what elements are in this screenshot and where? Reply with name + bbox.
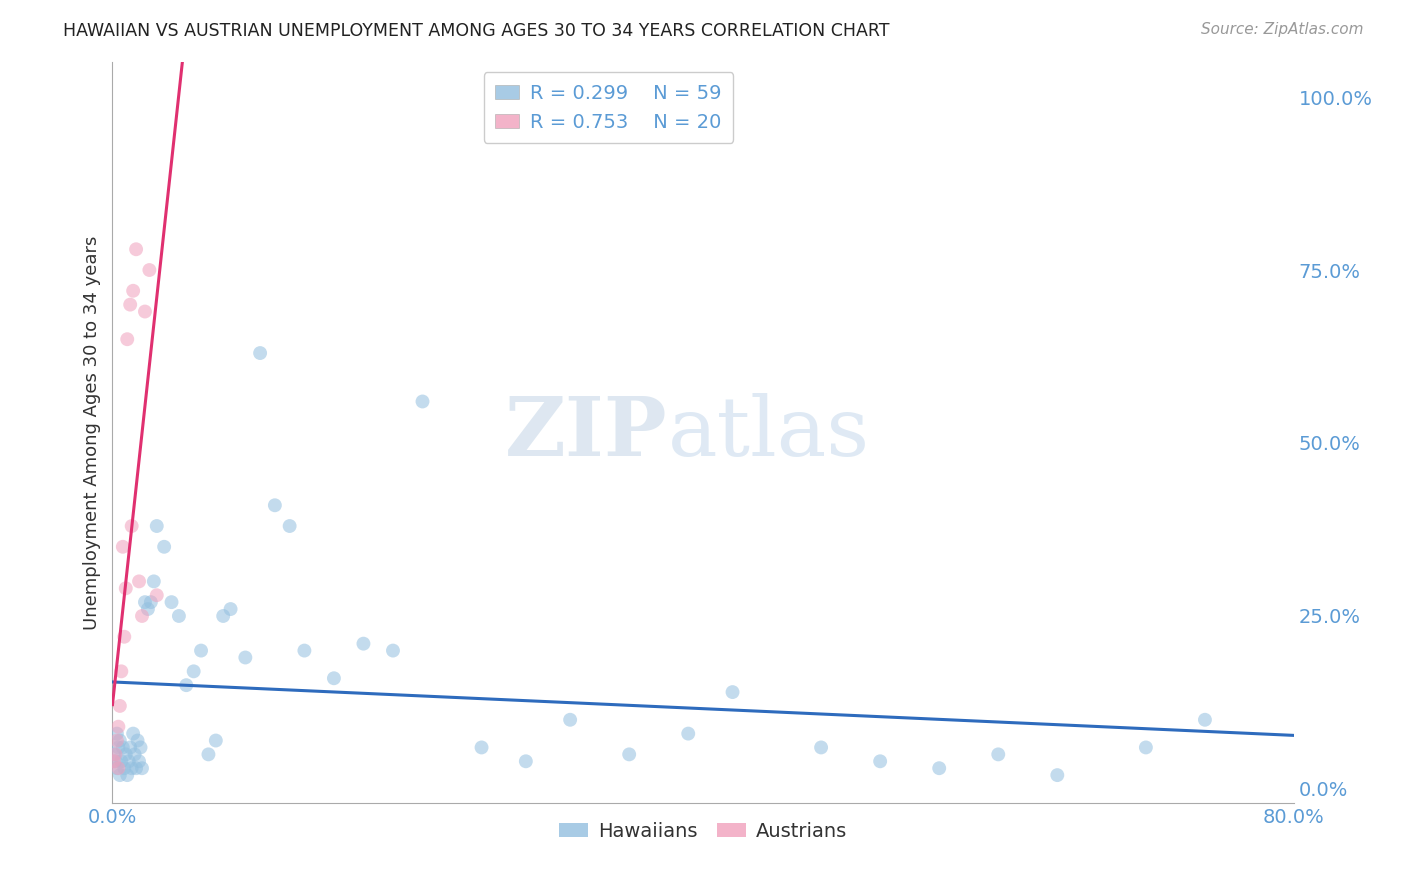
Point [121, 519, 143, 533]
Point [928, 761, 950, 775]
Point [515, 754, 537, 768]
Point [117, 332, 138, 346]
Point [558, 713, 582, 727]
Point [110, 754, 132, 768]
Point [160, 595, 183, 609]
Point [219, 602, 242, 616]
Point [278, 519, 301, 533]
Point [249, 346, 271, 360]
Point [105, 733, 128, 747]
Text: Source: ZipAtlas.com: Source: ZipAtlas.com [1201, 22, 1364, 37]
Point [323, 671, 346, 685]
Point [1135, 740, 1157, 755]
Point [470, 740, 494, 755]
Point [134, 304, 156, 318]
Point [174, 678, 197, 692]
Point [136, 602, 159, 616]
Point [138, 263, 160, 277]
Point [108, 733, 131, 747]
Point [114, 582, 136, 596]
Point [810, 740, 832, 755]
Point [108, 768, 131, 782]
Point [125, 242, 148, 256]
Point [118, 754, 141, 768]
Point [127, 733, 149, 747]
Point [142, 574, 165, 589]
Point [128, 754, 150, 768]
Point [108, 698, 131, 713]
Point [869, 754, 891, 768]
Point [352, 637, 374, 651]
Point [112, 630, 135, 644]
Point [121, 761, 143, 775]
Point [411, 394, 433, 409]
Point [190, 643, 212, 657]
Text: atlas: atlas [668, 392, 870, 473]
Point [1046, 768, 1069, 782]
Point [233, 650, 256, 665]
Point [197, 747, 219, 762]
Point [107, 761, 129, 775]
Point [987, 747, 1010, 762]
Point [212, 609, 235, 624]
Point [110, 665, 132, 679]
Point [104, 754, 127, 768]
Y-axis label: Unemployment Among Ages 30 to 34 years: Unemployment Among Ages 30 to 34 years [83, 235, 101, 630]
Point [111, 540, 134, 554]
Point [139, 595, 162, 609]
Point [124, 747, 146, 762]
Point [131, 609, 153, 624]
Legend: Hawaiians, Austrians: Hawaiians, Austrians [551, 814, 855, 848]
Point [382, 643, 405, 657]
Point [1194, 713, 1216, 727]
Point [128, 574, 150, 589]
Text: HAWAIIAN VS AUSTRIAN UNEMPLOYMENT AMONG AGES 30 TO 34 YEARS CORRELATION CHART: HAWAIIAN VS AUSTRIAN UNEMPLOYMENT AMONG … [63, 22, 890, 40]
Point [112, 761, 135, 775]
Point [134, 595, 156, 609]
Point [103, 747, 125, 762]
Point [205, 733, 228, 747]
Point [292, 643, 315, 657]
Point [107, 720, 129, 734]
Point [125, 761, 148, 775]
Point [120, 740, 142, 755]
Point [183, 665, 205, 679]
Point [167, 609, 190, 624]
Point [120, 297, 142, 311]
Point [122, 284, 145, 298]
Point [153, 540, 176, 554]
Point [105, 761, 128, 775]
Point [103, 754, 125, 768]
Point [721, 685, 744, 699]
Point [264, 498, 287, 512]
Point [105, 726, 128, 740]
Point [678, 726, 700, 740]
Point [122, 726, 145, 740]
Point [146, 519, 169, 533]
Point [111, 740, 134, 755]
Point [114, 747, 136, 762]
Point [131, 761, 153, 775]
Point [104, 747, 127, 762]
Point [146, 588, 169, 602]
Point [129, 740, 152, 755]
Point [107, 740, 129, 755]
Point [117, 768, 138, 782]
Point [619, 747, 641, 762]
Text: ZIP: ZIP [505, 392, 668, 473]
